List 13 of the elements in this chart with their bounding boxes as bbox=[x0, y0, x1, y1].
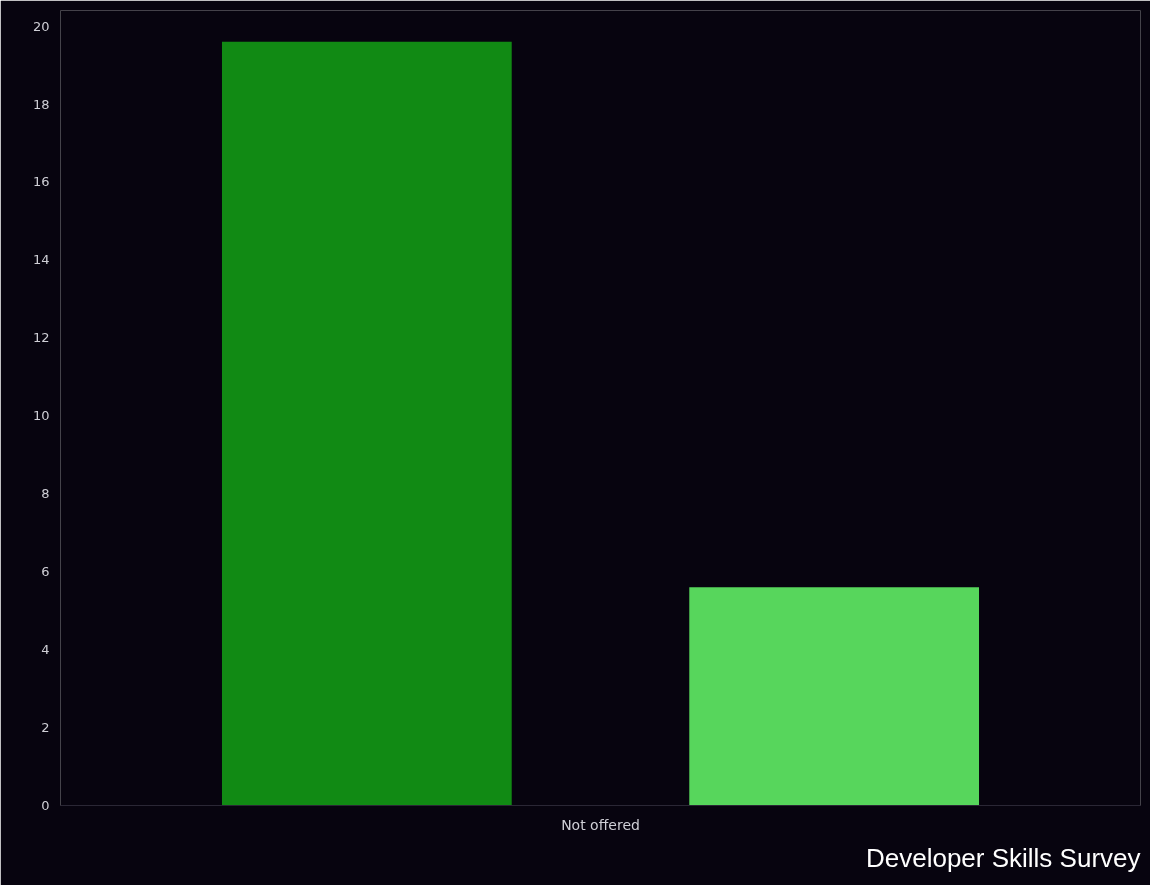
y-tick-label: 0 bbox=[41, 798, 50, 813]
y-tick-label: 18 bbox=[32, 96, 50, 112]
x-tick-label: Not offered bbox=[561, 816, 640, 833]
text: Developer Skills Survey bbox=[865, 842, 1141, 873]
y-tick-label: 4 bbox=[41, 642, 50, 658]
y-tick-label: 10 bbox=[32, 408, 50, 424]
y-tick-label: 2 bbox=[41, 720, 50, 736]
y-tick-label: 6 bbox=[41, 564, 50, 580]
y-tick-label: 8 bbox=[41, 486, 50, 502]
y-tick-label: 14 bbox=[32, 252, 50, 268]
y-tick-label: 20 bbox=[32, 18, 50, 34]
y-tick-label: 12 bbox=[32, 330, 50, 346]
y-tick-label: 16 bbox=[32, 174, 50, 190]
